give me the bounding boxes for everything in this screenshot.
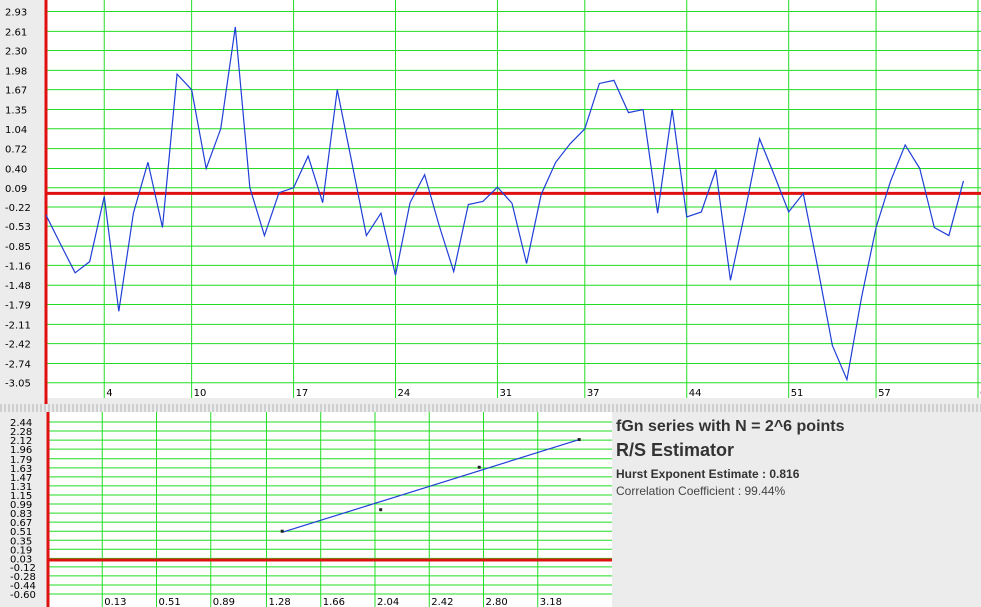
x-tick-label: 1.28: [268, 597, 290, 607]
x-tick-label: 44: [689, 388, 702, 399]
y-tick-label: 1.15: [10, 491, 32, 502]
x-tick-label: 2.04: [377, 597, 399, 607]
x-tick-label: 57: [878, 388, 891, 399]
plot-area: [46, 0, 981, 398]
data-point: [379, 508, 383, 512]
y-tick-label: 1.98: [5, 66, 27, 77]
y-tick-label: 2.12: [10, 436, 32, 447]
y-tick-label: -1.16: [5, 261, 31, 272]
y-tick-label: -2.11: [5, 320, 31, 331]
y-tick-label: -0.28: [10, 572, 36, 583]
info-panel: fGn series with N = 2^6 points R/S Estim…: [616, 418, 976, 498]
y-tick-label: 1.79: [10, 455, 32, 466]
fit-line: [281, 438, 580, 533]
y-tick-label: 0.19: [10, 545, 32, 556]
x-tick-label: 1.66: [323, 597, 345, 607]
x-tick-label: 2.80: [485, 597, 507, 607]
y-tick-label: -0.85: [5, 242, 31, 253]
x-tick-label: 2.42: [431, 597, 453, 607]
y-tick-label: 2.28: [10, 427, 32, 438]
y-tick-label: 0.99: [10, 500, 32, 511]
plot-area: [48, 412, 612, 607]
y-tick-label: 0.67: [10, 518, 32, 529]
y-tick-label: -3.05: [5, 379, 31, 390]
y-tick-label: 0.09: [5, 184, 27, 195]
x-tick-label: 0.13: [104, 597, 126, 607]
y-tick-label: -0.44: [10, 581, 36, 592]
y-tick-label: 0.35: [10, 536, 32, 547]
y-tick-label: 2.61: [5, 27, 27, 38]
rs-estimator-chart: 2.442.282.121.961.791.631.471.311.150.99…: [0, 412, 612, 607]
y-tick-label: 0.40: [5, 165, 27, 176]
splitter[interactable]: [0, 404, 981, 412]
y-tick-label: 0.83: [10, 509, 32, 520]
x-tick-label: 24: [398, 388, 411, 399]
y-tick-label: 1.47: [10, 473, 32, 484]
x-tick-label: 37: [587, 388, 600, 399]
y-tick-label: 0.03: [10, 554, 32, 565]
y-tick-label: 2.30: [5, 47, 27, 58]
y-tick-label: 2.93: [5, 7, 27, 18]
series-line: [45, 26, 965, 382]
y-tick-label: 1.96: [10, 445, 32, 456]
series-label: fGn series with N = 2^6 points: [616, 418, 845, 435]
y-tick-label: 0.72: [5, 145, 27, 156]
hurst-estimate: Hurst Exponent Estimate : 0.816: [616, 467, 800, 481]
correlation-coefficient: Correlation Coefficient : 99.44%: [616, 484, 786, 498]
data-point: [280, 529, 284, 533]
y-tick-label: -0.22: [5, 203, 31, 214]
y-tick-label: 1.35: [5, 106, 27, 117]
x-tick-label: 0.51: [159, 597, 181, 607]
y-tick-label: 1.31: [10, 482, 32, 493]
y-tick-label: 1.67: [5, 86, 27, 97]
x-tick-label: 31: [499, 388, 512, 399]
y-tick-label: -1.48: [5, 281, 31, 292]
x-tick-label: 0.89: [213, 597, 235, 607]
x-tick-label: 51: [791, 388, 804, 399]
y-tick-label: 2.44: [10, 418, 32, 429]
y-tick-label: -0.53: [5, 222, 31, 233]
y-tick-label: -2.74: [5, 359, 31, 370]
x-tick-label: 4: [106, 388, 112, 399]
fgn-series-chart: 2.93 2.61 2.30 1.98 1.67 1.35 1.04 0.72 0.40 0.09…: [5, 0, 981, 404]
x-tick-label: 17: [296, 388, 309, 399]
data-point: [577, 438, 581, 442]
data-point: [477, 465, 481, 469]
y-tick-label: -0.60: [10, 590, 36, 601]
y-tick-label: 1.04: [5, 125, 27, 136]
y-tick-label: 1.63: [10, 464, 32, 475]
y-tick-label: 0.51: [10, 527, 32, 538]
y-tick-label: -1.79: [5, 300, 31, 311]
y-tick-label: -2.42: [5, 340, 31, 351]
x-tick-label: 10: [194, 388, 207, 399]
x-tick-label: 3.18: [540, 597, 562, 607]
estimator-title: R/S Estimator: [616, 440, 735, 460]
y-tick-label: -0.12: [10, 563, 36, 574]
